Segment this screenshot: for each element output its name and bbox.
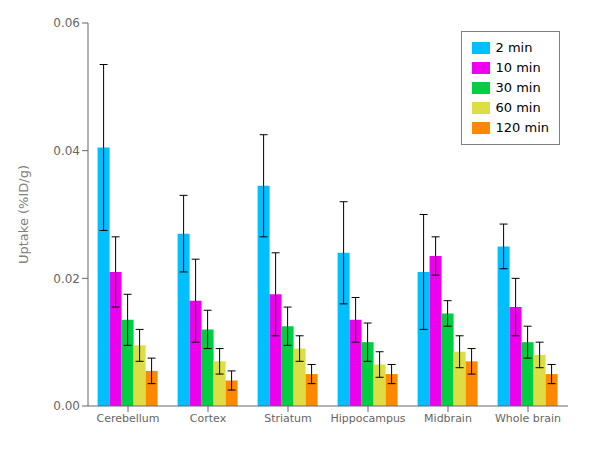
svg-text:Cortex: Cortex	[190, 412, 227, 425]
svg-text:0.06: 0.06	[53, 16, 80, 30]
html-text:10 min: 10 min	[495, 60, 541, 75]
html-text:60 min: 60 min	[495, 100, 541, 115]
svg-text:Midbrain: Midbrain	[424, 412, 472, 425]
svg-text:Cerebellum: Cerebellum	[96, 412, 159, 425]
svg-text:Whole brain: Whole brain	[495, 412, 561, 425]
html-text:30 min: 30 min	[495, 80, 541, 95]
svg-text:0.00: 0.00	[53, 399, 80, 413]
svg-text:0.02: 0.02	[53, 272, 80, 286]
svg-text:Uptake (%ID/g): Uptake (%ID/g)	[16, 165, 31, 264]
html-text:2 min: 2 min	[495, 40, 533, 55]
html-text:120 min: 120 min	[495, 120, 549, 135]
svg-text:0.04: 0.04	[53, 144, 80, 158]
svg-text:Hippocampus: Hippocampus	[330, 412, 405, 425]
svg-text:Striatum: Striatum	[264, 412, 312, 425]
